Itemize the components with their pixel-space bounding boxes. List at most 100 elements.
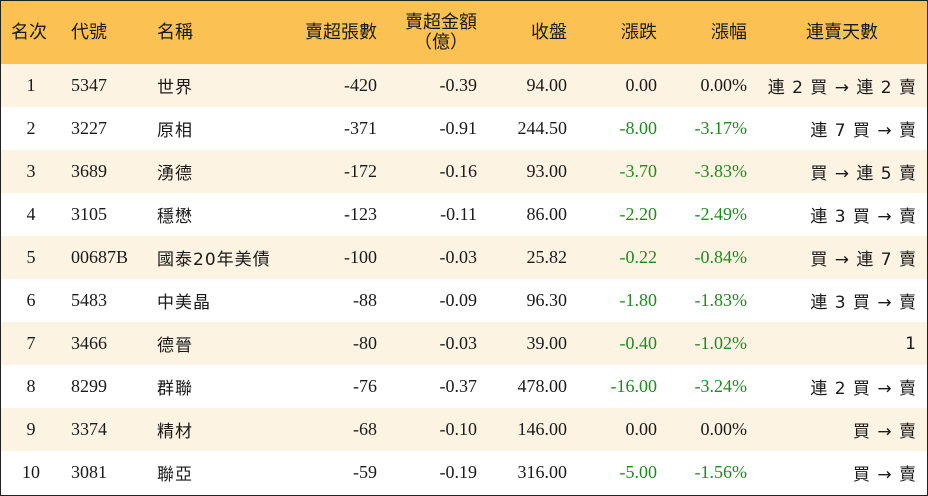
cell-sell-lots: -100 bbox=[344, 247, 377, 267]
cell-name: 穩懋 bbox=[157, 207, 193, 227]
header-sell-lots[interactable]: 賣超張數 bbox=[305, 21, 377, 43]
header-streak[interactable]: 連賣天數 bbox=[806, 21, 878, 43]
cell-close: 244.50 bbox=[517, 118, 568, 138]
cell-streak: 連 3 買 → 賣 bbox=[810, 207, 917, 227]
cell-change: 0.00 bbox=[625, 419, 658, 439]
cell-sell-amount: -0.91 bbox=[439, 118, 478, 138]
cell-rank: 5 bbox=[26, 247, 36, 267]
cell-sell-lots: -371 bbox=[344, 118, 377, 138]
header-change[interactable]: 漲跌 bbox=[621, 21, 657, 43]
cell-sell-lots: -123 bbox=[344, 204, 377, 224]
table-row[interactable]: 8 8299 群聯 -76 -0.37 478.00 -16.00 -3.24% 連 2 買 →… bbox=[1, 365, 927, 408]
cell-code: 3466 bbox=[71, 333, 107, 353]
table-row[interactable]: 10 3081 聯亞 -59 -0.19 316.00 -5.00 -1.56% 買 → 賣 bbox=[1, 451, 927, 494]
cell-streak: 連 2 買 → 連 2 賣 bbox=[767, 78, 917, 98]
cell-change-pct: -1.56% bbox=[694, 462, 748, 482]
cell-code: 3081 bbox=[71, 462, 107, 482]
header-change-pct[interactable]: 漲幅 bbox=[711, 21, 747, 43]
table-row[interactable]: 4 3105 穩懋 -123 -0.11 86.00 -2.20 -2.49% 連 3 買 → … bbox=[1, 193, 927, 236]
cell-rank: 9 bbox=[26, 419, 36, 439]
cell-streak: 連 7 買 → 賣 bbox=[810, 121, 917, 141]
cell-change: -16.00 bbox=[610, 376, 658, 396]
cell-sell-amount: -0.03 bbox=[439, 333, 478, 353]
cell-change-pct: 0.00% bbox=[700, 75, 748, 95]
table-row[interactable]: 7 3466 德晉 -80 -0.03 39.00 -0.40 -1.02% 1 bbox=[1, 322, 927, 365]
header-sell-amount[interactable]: 賣超金額 （億） bbox=[387, 1, 487, 64]
table-row[interactable]: 6 5483 中美晶 -88 -0.09 96.30 -1.80 -1.83% 連 3 買 → … bbox=[1, 279, 927, 322]
cell-rank: 1 bbox=[26, 75, 36, 95]
cell-change-pct: -1.83% bbox=[694, 290, 748, 310]
cell-sell-amount: -0.16 bbox=[439, 161, 478, 181]
table-row[interactable]: 3 3689 湧德 -172 -0.16 93.00 -3.70 -3.83% 買 → 連 5 … bbox=[1, 150, 927, 193]
cell-code: 00687B bbox=[71, 247, 129, 267]
cell-rank: 2 bbox=[26, 118, 36, 138]
cell-sell-amount: -0.39 bbox=[439, 75, 478, 95]
cell-close: 93.00 bbox=[526, 161, 568, 181]
header-code[interactable]: 代號 bbox=[71, 21, 107, 43]
cell-code: 5483 bbox=[71, 290, 107, 310]
cell-close: 478.00 bbox=[517, 376, 568, 396]
header-close[interactable]: 收盤 bbox=[531, 21, 567, 43]
cell-sell-amount: -0.09 bbox=[439, 290, 478, 310]
header-sell-amount-label: 賣超金額 （億） bbox=[405, 11, 477, 53]
cell-name: 德晉 bbox=[157, 336, 193, 356]
cell-change: -8.00 bbox=[619, 118, 658, 138]
cell-name: 原相 bbox=[157, 121, 193, 141]
cell-streak: 買 → 賣 bbox=[852, 422, 917, 442]
cell-change: -0.22 bbox=[619, 247, 658, 267]
table-row[interactable]: 9 3374 精材 -68 -0.10 146.00 0.00 0.00% 買 → 賣 bbox=[1, 408, 927, 451]
cell-change: -3.70 bbox=[619, 161, 658, 181]
cell-close: 96.30 bbox=[526, 290, 568, 310]
cell-name: 精材 bbox=[157, 422, 193, 442]
cell-streak: 1 bbox=[905, 333, 917, 354]
header-rank[interactable]: 名次 bbox=[11, 21, 47, 43]
cell-close: 25.82 bbox=[526, 247, 568, 267]
cell-rank: 10 bbox=[22, 462, 40, 482]
cell-change-pct: -1.02% bbox=[694, 333, 748, 353]
cell-sell-amount: -0.03 bbox=[439, 247, 478, 267]
cell-change: -2.20 bbox=[619, 204, 658, 224]
cell-change: -1.80 bbox=[619, 290, 658, 310]
cell-change-pct: -2.49% bbox=[694, 204, 748, 224]
table-row[interactable]: 2 3227 原相 -371 -0.91 244.50 -8.00 -3.17% 連 7 買 →… bbox=[1, 107, 927, 150]
cell-streak: 連 2 買 → 賣 bbox=[810, 379, 917, 399]
cell-sell-amount: -0.10 bbox=[439, 419, 478, 439]
header-name[interactable]: 名稱 bbox=[157, 21, 193, 43]
cell-code: 3105 bbox=[71, 204, 107, 224]
cell-streak: 買 → 連 5 賣 bbox=[810, 164, 917, 184]
cell-change-pct: -3.24% bbox=[694, 376, 748, 396]
cell-close: 39.00 bbox=[526, 333, 568, 353]
cell-change: 0.00 bbox=[625, 75, 658, 95]
cell-sell-amount: -0.37 bbox=[439, 376, 478, 396]
cell-sell-lots: -59 bbox=[353, 462, 377, 482]
cell-name: 世界 bbox=[157, 78, 193, 98]
cell-name: 湧德 bbox=[157, 164, 193, 184]
cell-change-pct: 0.00% bbox=[700, 419, 748, 439]
cell-sell-lots: -68 bbox=[353, 419, 377, 439]
cell-sell-lots: -172 bbox=[344, 161, 377, 181]
cell-sell-amount: -0.11 bbox=[440, 204, 477, 224]
cell-code: 5347 bbox=[71, 75, 107, 95]
cell-rank: 4 bbox=[26, 204, 36, 224]
header-sell-amount-line1: 賣超金額 bbox=[405, 11, 477, 33]
table-header-row: 名次 代號 名稱 賣超張數 賣超金額 （億） 收盤 漲跌 漲幅 連賣天數 bbox=[1, 1, 927, 64]
cell-close: 94.00 bbox=[526, 75, 568, 95]
cell-rank: 6 bbox=[26, 290, 36, 310]
table-row[interactable]: 1 5347 世界 -420 -0.39 94.00 0.00 0.00% 連 2 買 → 連 … bbox=[1, 64, 927, 107]
table-body: 1 5347 世界 -420 -0.39 94.00 0.00 0.00% 連 2 買 → 連 … bbox=[1, 64, 927, 494]
cell-change-pct: -3.17% bbox=[694, 118, 748, 138]
table-row[interactable]: 5 00687B 國泰20年美債 -100 -0.03 25.82 -0.22 -0.84% 買… bbox=[1, 236, 927, 279]
cell-close: 146.00 bbox=[517, 419, 568, 439]
cell-name: 聯亞 bbox=[157, 465, 193, 485]
cell-rank: 7 bbox=[26, 333, 36, 353]
cell-close: 86.00 bbox=[526, 204, 568, 224]
header-sell-amount-line2: （億） bbox=[414, 31, 468, 53]
cell-change: -0.40 bbox=[619, 333, 658, 353]
cell-streak: 買 → 賣 bbox=[852, 465, 917, 485]
cell-sell-lots: -76 bbox=[353, 376, 377, 396]
cell-change-pct: -0.84% bbox=[694, 247, 748, 267]
cell-code: 3374 bbox=[71, 419, 107, 439]
cell-sell-lots: -88 bbox=[353, 290, 377, 310]
